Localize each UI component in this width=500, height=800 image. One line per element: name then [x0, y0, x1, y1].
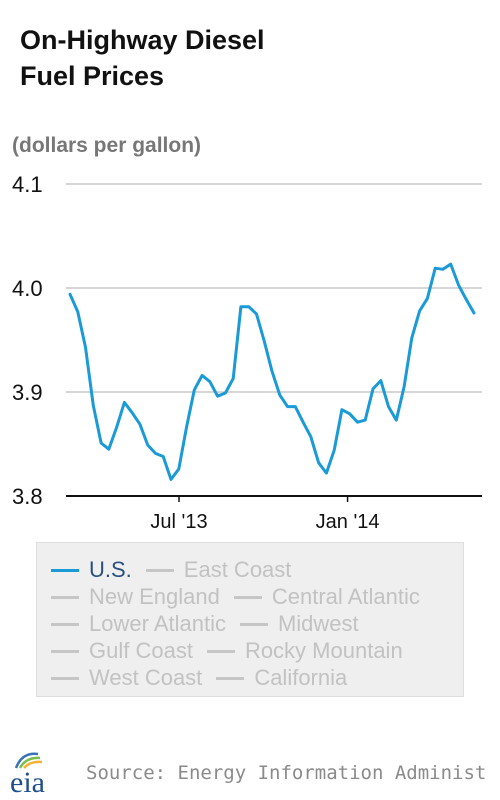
legend-item-midwest[interactable]: Midwest — [239, 611, 359, 637]
sunburst-icon — [14, 752, 43, 769]
legend-item-west-coast[interactable]: West Coast — [51, 665, 202, 691]
legend-swatch — [51, 649, 79, 653]
y-tick-label: 3.8 — [12, 484, 43, 509]
legend-swatch — [51, 568, 79, 572]
legend-row: Lower Atlantic Midwest — [51, 611, 373, 637]
legend-label: Central Atlantic — [271, 584, 420, 609]
legend-item-california[interactable]: California — [216, 665, 347, 691]
legend-item-gulf-coast[interactable]: Gulf Coast — [51, 638, 193, 664]
legend-label: New England — [89, 584, 220, 609]
legend-label: Rocky Mountain — [244, 638, 403, 663]
legend-row: Gulf Coast Rocky Mountain — [51, 638, 417, 664]
legend-item-rocky-mountain[interactable]: Rocky Mountain — [206, 638, 403, 664]
legend-item-new-england[interactable]: New England — [51, 584, 220, 610]
legend-item-lower-atlantic[interactable]: Lower Atlantic — [51, 611, 226, 637]
legend-label: Gulf Coast — [89, 638, 193, 663]
legend-label: Lower Atlantic — [89, 611, 226, 636]
legend-item-us[interactable]: U.S. — [51, 557, 132, 583]
legend-item-central-atlantic[interactable]: Central Atlantic — [233, 584, 420, 610]
legend-row: West Coast California — [51, 665, 361, 691]
y-tick-label: 4.0 — [12, 276, 43, 301]
chart-title-line-1: On-Highway Diesel — [20, 25, 265, 55]
y-axis-units: (dollars per gallon) — [12, 134, 202, 157]
eia-logo: eia — [10, 752, 45, 798]
x-tick-label: Jan '14 — [316, 511, 380, 533]
legend-label: Midwest — [277, 611, 359, 636]
series-layer — [68, 262, 476, 481]
chart-title: On-Highway Diesel Fuel Prices — [20, 22, 480, 94]
legend-label: West Coast — [89, 665, 203, 690]
axes: 3.8 3.9 4.0 4.1 Jul '13 Jan '14 — [12, 172, 482, 533]
legend-swatch — [145, 568, 174, 572]
legend-item-east-coast[interactable]: East Coast — [145, 557, 292, 583]
y-tick-label: 3.9 — [12, 380, 43, 405]
chart-title-line-2: Fuel Prices — [20, 61, 165, 91]
legend-label: East Coast — [183, 557, 292, 582]
legend-swatch — [233, 595, 262, 599]
y-tick-label: 4.1 — [12, 172, 43, 197]
footer: eia Source: Energy Information Administ — [0, 740, 500, 800]
legend-swatch — [51, 622, 79, 626]
legend-row: New England Central Atlantic — [51, 584, 434, 610]
legend-swatch — [216, 676, 245, 680]
grid-lines — [66, 183, 482, 393]
series-line-us[interactable] — [68, 262, 476, 481]
x-tick-label: Jul '13 — [150, 511, 207, 533]
legend-swatch — [239, 622, 268, 626]
logo-wordmark: eia — [10, 766, 45, 798]
legend-swatch — [51, 676, 79, 680]
legend-label: California — [254, 665, 348, 690]
line-chart: 3.8 3.9 4.0 4.1 Jul '13 Jan '14 — [12, 172, 482, 533]
legend-swatch — [51, 595, 79, 599]
legend-label: U.S. — [89, 557, 132, 582]
legend-row: U.S. East Coast — [51, 557, 305, 583]
legend-swatch — [206, 649, 235, 653]
legend: U.S. East Coast New England Central Atla… — [36, 542, 464, 697]
source-note: Source: Energy Information Administ — [86, 762, 487, 784]
